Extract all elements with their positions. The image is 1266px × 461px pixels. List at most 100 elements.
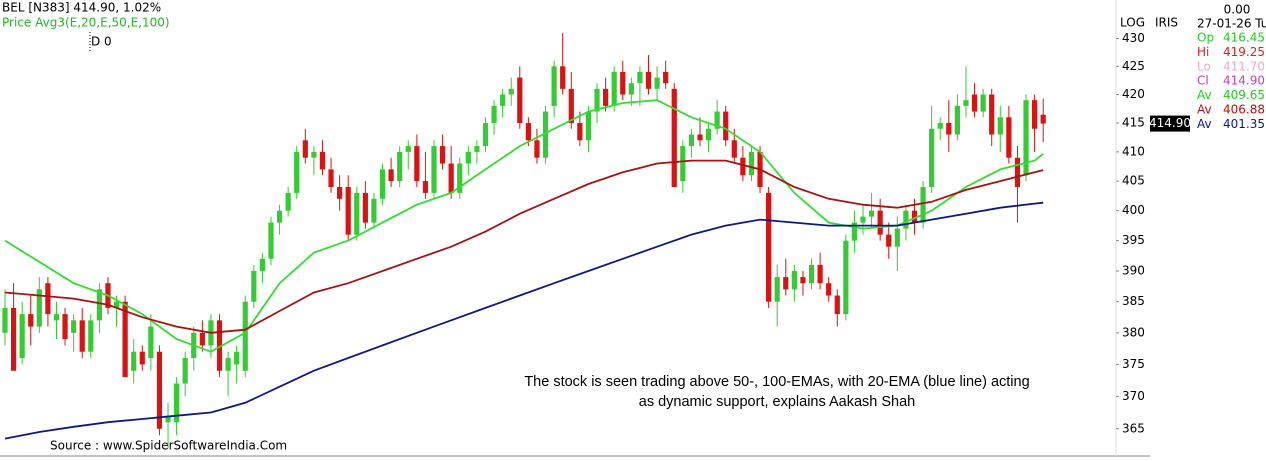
candle-body — [688, 134, 694, 147]
candle-body — [71, 320, 77, 333]
candle-body — [920, 186, 926, 223]
candle-body — [362, 192, 368, 223]
candle-body — [791, 270, 797, 290]
candle-body — [1014, 157, 1021, 187]
candle-body — [354, 192, 360, 235]
candle-body — [276, 210, 283, 223]
candle-body — [414, 146, 420, 182]
info-value: 411.70 — [1223, 59, 1265, 73]
candle-body — [139, 351, 145, 365]
candle-body — [525, 123, 531, 141]
candle-body — [705, 128, 712, 141]
chart-subtitle: Price Avg3(E,20,E,50,E,100) — [2, 16, 170, 30]
candle-body — [131, 351, 137, 371]
candle-body — [174, 383, 180, 423]
candle-body — [397, 151, 403, 182]
info-value: 416.45 — [1223, 31, 1265, 45]
y-tick-label: 395 — [1122, 233, 1145, 247]
candle-body — [645, 71, 652, 89]
y-tick-label: 385 — [1122, 294, 1145, 308]
candle-body — [457, 163, 463, 193]
annotation: The stock is seen trading above 50-, 100… — [524, 374, 1029, 390]
candle-body — [96, 289, 102, 321]
candle-body — [379, 169, 386, 199]
candle-body — [937, 123, 943, 129]
candle-body — [371, 198, 377, 223]
candle-body — [216, 320, 223, 371]
candle-body — [731, 140, 737, 158]
candle-body — [886, 234, 892, 247]
candle-body — [251, 270, 257, 302]
y-tick-label: 370 — [1122, 389, 1145, 403]
candle-body — [817, 264, 823, 284]
candle-body — [285, 192, 291, 211]
source: Source : www.SpiderSoftwareIndia.Com — [50, 439, 287, 453]
info-label: Lo — [1197, 59, 1211, 73]
candle-body — [448, 163, 454, 193]
candle-body — [860, 216, 866, 223]
candle-body — [868, 210, 875, 217]
candle-body — [843, 240, 849, 315]
candle-body — [577, 123, 583, 141]
ema-line — [4, 201, 1044, 440]
candle-body — [963, 100, 969, 106]
info-label: Hi — [1197, 45, 1209, 59]
candle-body — [122, 301, 128, 378]
candle-body — [294, 151, 300, 193]
y-tick-label: 380 — [1122, 325, 1145, 339]
candle-body — [88, 320, 94, 352]
candle-body — [680, 146, 686, 182]
ema-line — [4, 159, 1044, 334]
cursor-label: D 0 — [91, 35, 112, 49]
y-tick-label: 420 — [1122, 87, 1145, 101]
candle-body — [971, 94, 978, 112]
y-tick-label: 390 — [1122, 263, 1145, 277]
candle-body — [388, 169, 394, 182]
scale-label: LOG — [1120, 16, 1145, 30]
candle-body — [980, 94, 986, 112]
info-label: Av — [1197, 117, 1212, 131]
candle-body — [946, 123, 952, 135]
candle-body — [1006, 117, 1012, 158]
candle-body — [148, 326, 154, 359]
price-label: 414.90 — [1149, 116, 1191, 130]
candle-body — [783, 277, 789, 290]
info-label: Av — [1197, 103, 1212, 117]
candle-body — [337, 186, 343, 199]
candle-body — [723, 111, 729, 141]
candle-body — [53, 314, 60, 321]
candle-body — [997, 117, 1003, 135]
candle-body — [45, 283, 51, 315]
price-box — [1150, 115, 1190, 132]
info-label: Op — [1197, 31, 1214, 45]
candle-body — [929, 128, 935, 187]
candle-body — [534, 140, 540, 158]
candle-body — [714, 111, 720, 129]
candle-body — [1032, 100, 1038, 129]
candle-body — [800, 277, 806, 284]
candle-body — [903, 210, 909, 229]
candle-body — [422, 181, 429, 193]
candle-body — [671, 88, 677, 187]
y-tick-label: 410 — [1122, 144, 1145, 158]
info-value: 419.25 — [1223, 45, 1265, 59]
candle-body — [474, 146, 480, 152]
candle-body — [611, 71, 617, 106]
change: 0.00 — [1224, 3, 1251, 17]
y-tick-label: 405 — [1122, 174, 1145, 188]
candle-body — [36, 289, 42, 327]
candle-body — [877, 210, 883, 235]
info-label: Av — [1197, 88, 1212, 102]
candle-body — [1023, 100, 1029, 176]
candle-body — [113, 301, 120, 308]
candle-body — [654, 77, 660, 89]
candle-body — [319, 151, 326, 170]
candle-body — [508, 88, 514, 95]
candle-body — [774, 277, 780, 302]
candle-body — [439, 146, 446, 164]
candle-body — [19, 314, 25, 359]
candle-body — [620, 71, 626, 95]
candle-body — [748, 151, 755, 176]
candle-body — [2, 307, 8, 333]
candle-body — [1040, 114, 1046, 124]
